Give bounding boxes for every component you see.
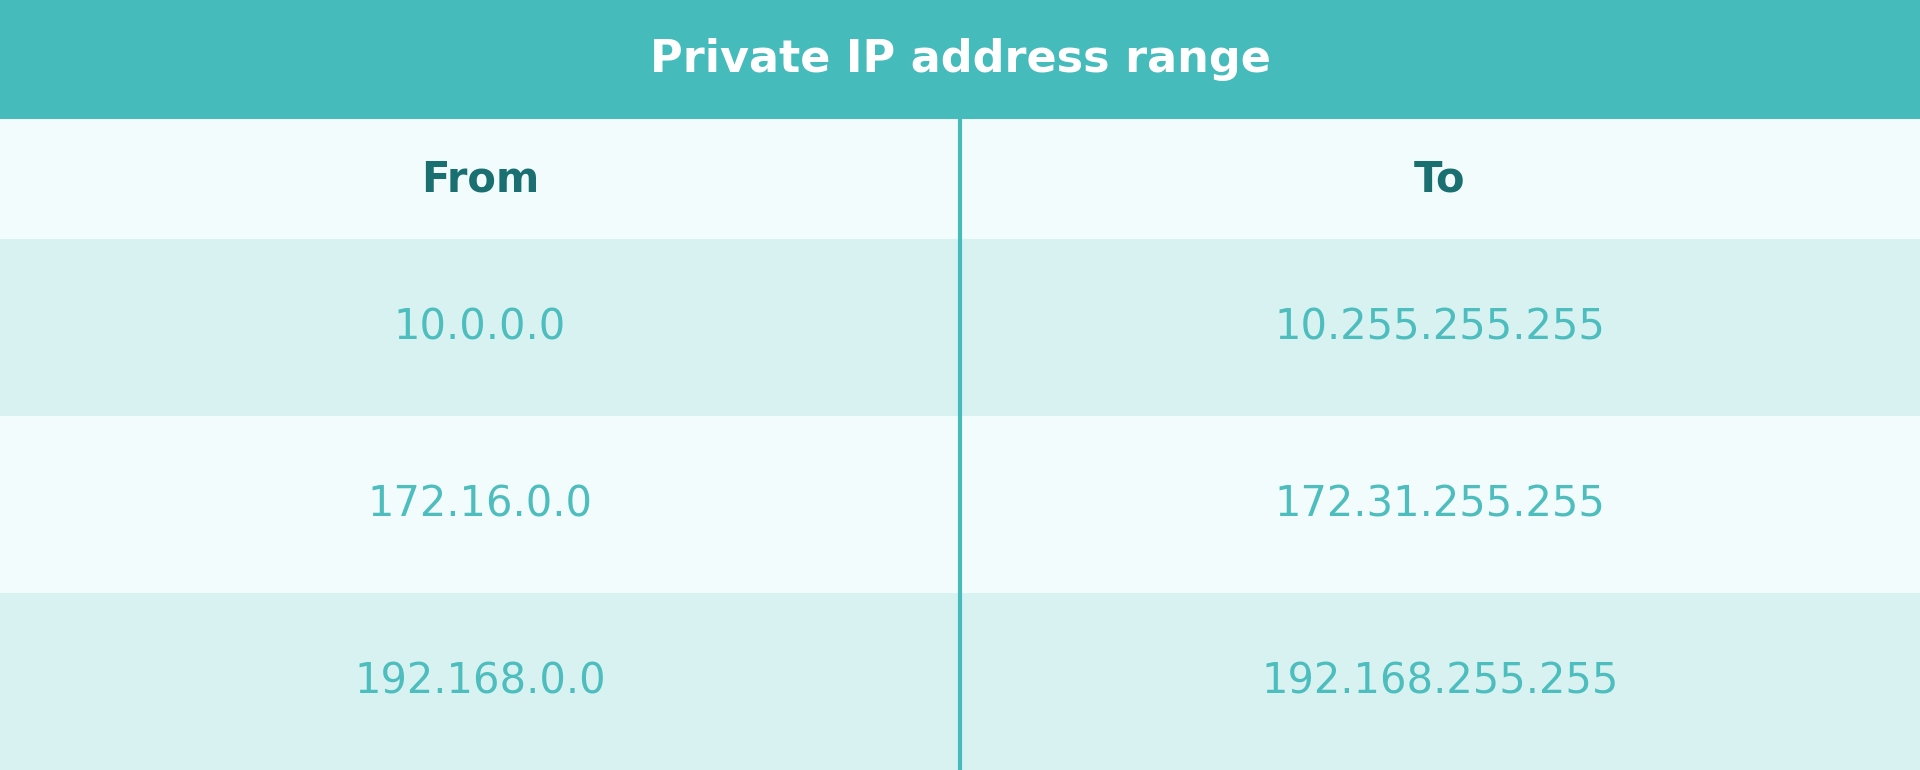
FancyBboxPatch shape: [0, 0, 1920, 119]
Text: From: From: [420, 158, 540, 200]
Text: 172.16.0.0: 172.16.0.0: [367, 484, 593, 525]
FancyBboxPatch shape: [0, 416, 1920, 593]
FancyBboxPatch shape: [0, 119, 1920, 239]
Text: 192.168.0.0: 192.168.0.0: [353, 661, 607, 702]
Text: To: To: [1415, 158, 1465, 200]
Text: 172.31.255.255: 172.31.255.255: [1275, 484, 1605, 525]
FancyBboxPatch shape: [0, 239, 1920, 416]
Text: Private IP address range: Private IP address range: [649, 38, 1271, 81]
Text: 192.168.255.255: 192.168.255.255: [1261, 661, 1619, 702]
Text: 10.255.255.255: 10.255.255.255: [1275, 306, 1605, 348]
FancyBboxPatch shape: [0, 593, 1920, 770]
Text: 10.0.0.0: 10.0.0.0: [394, 306, 566, 348]
